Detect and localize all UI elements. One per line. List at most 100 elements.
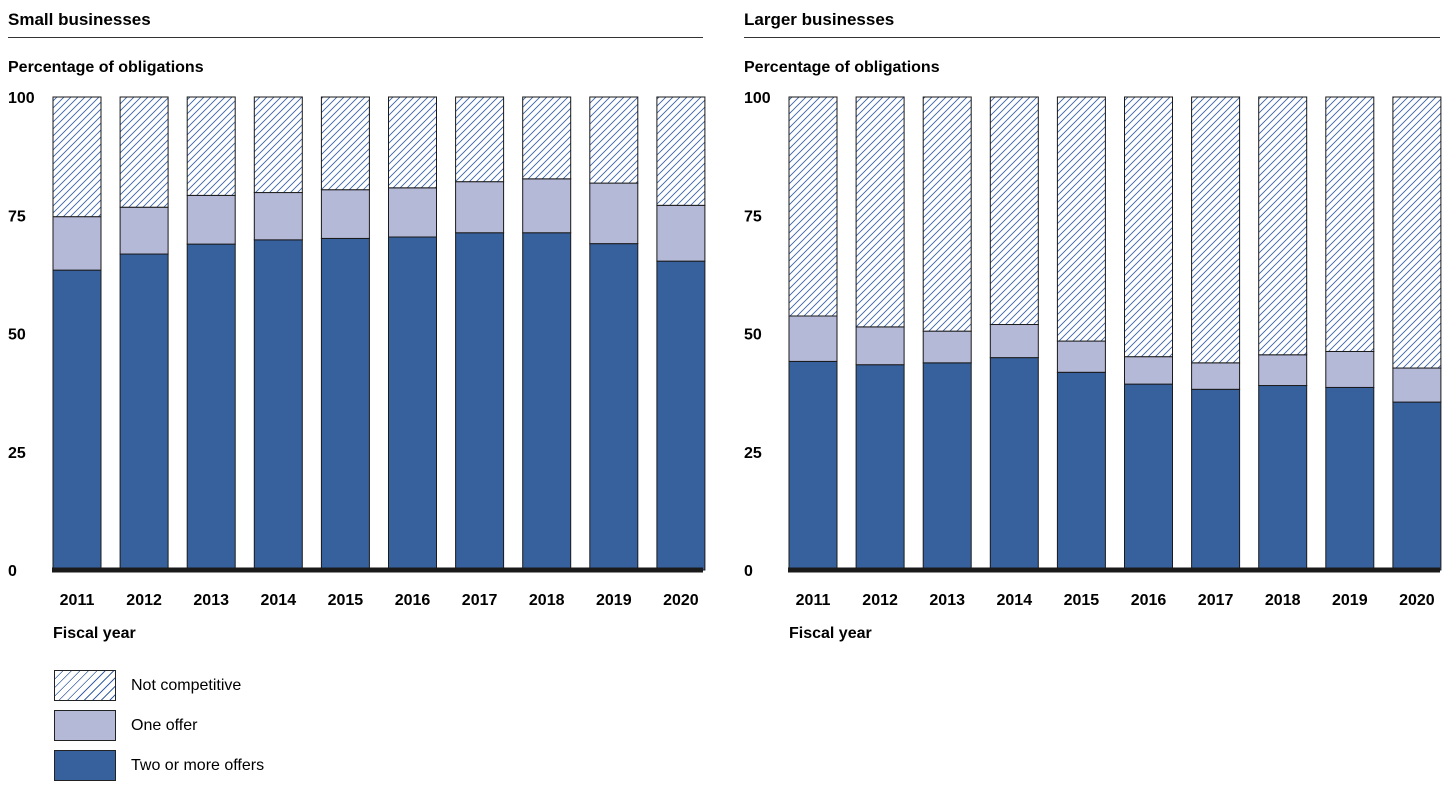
chart2-bar-two-or-more-2012 [855,364,905,571]
chart2-bar-two-or-more-2014 [989,357,1039,571]
chart2-bar-one-offer-2014 [989,324,1039,359]
chart1-bar-two-or-more-2015 [320,237,370,571]
chart1-bar-not-competitive-2013 [186,96,236,196]
chart1-ytick-label: 25 [8,445,26,462]
chart1-bar-two-or-more-2018 [522,232,572,571]
chart1-bar-two-or-more-2019 [589,243,639,571]
chart1-ylabel: Percentage of obligations [8,59,204,76]
chart1-bar-not-competitive-2012 [119,96,169,208]
chart2-bar-one-offer-2020 [1392,367,1442,403]
chart2-xlabel: Fiscal year [789,625,872,642]
chart1-bar-one-offer-2020 [656,204,706,262]
chart1-xtick-label: 2020 [663,592,699,609]
chart2-xtick-label: 2013 [929,592,965,609]
chart2-ytick-label: 0 [744,563,753,580]
chart2-bar-one-offer-2011 [788,315,838,362]
chart1-bar-not-competitive-2018 [522,96,572,180]
chart2-title: Larger businesses [744,10,894,29]
chart1-xtick-label: 2019 [596,592,632,609]
legend: Not competitive One offer Two or more of… [54,670,314,790]
chart2-bar-not-competitive-2011 [788,96,838,317]
chart1-xtick-label: 2013 [193,592,229,609]
chart1-bar-one-offer-2015 [320,189,370,239]
chart2-ytick-label: 75 [744,208,762,225]
chart1-bar-two-or-more-2016 [388,236,437,571]
chart2-bar-two-or-more-2020 [1392,401,1442,571]
chart1-xtick-label: 2012 [126,592,162,609]
chart1-bar-two-or-more-2017 [455,232,505,571]
legend-swatch-one-offer [54,710,116,741]
chart1-bar-not-competitive-2019 [589,96,639,184]
chart1-xlabel: Fiscal year [53,625,136,642]
chart2-bar-two-or-more-2019 [1325,386,1375,571]
chart1-xtick-label: 2018 [529,592,565,609]
chart1-ytick-label: 100 [8,90,35,107]
chart2-bar-two-or-more-2016 [1124,383,1173,571]
charts-canvas: Small businesses Percentage of obligation… [8,10,1442,642]
legend-item-one-offer: One offer [54,710,314,743]
chart2-bar-not-competitive-2015 [1056,96,1106,342]
legend-label-one-offer: One offer [131,717,198,734]
chart2-xtick-label: 2012 [862,592,898,609]
chart1-ytick-label: 0 [8,563,17,580]
chart2-bar-two-or-more-2013 [922,362,972,571]
chart1-bar-two-or-more-2013 [186,243,236,571]
chart2-bar-one-offer-2019 [1325,350,1375,388]
chart1-bar-one-offer-2012 [119,206,169,255]
chart2-xtick-label: 2016 [1131,592,1167,609]
chart2-ylabel: Percentage of obligations [744,59,940,76]
chart2-bar-one-offer-2017 [1191,362,1241,390]
chart1-bar-one-offer-2014 [253,192,303,241]
chart1-bar-two-or-more-2011 [52,269,102,571]
chart1-xtick-label: 2015 [328,592,364,609]
chart2-bar-one-offer-2012 [855,326,905,366]
chart2-xtick-label: 2019 [1332,592,1368,609]
chart1-bar-two-or-more-2020 [656,260,706,571]
chart2-bar-not-competitive-2014 [989,96,1039,326]
chart1-bar-not-competitive-2014 [253,96,303,194]
chart1-bar-not-competitive-2016 [388,96,437,189]
chart2-ytick-label: 100 [744,90,771,107]
chart1-title: Small businesses [8,10,151,29]
chart2-bar-not-competitive-2016 [1124,96,1173,358]
chart2-bar-not-competitive-2017 [1191,96,1241,364]
chart1-bar-one-offer-2011 [52,216,102,271]
chart2-xtick-label: 2020 [1399,592,1435,609]
chart2-bar-two-or-more-2018 [1258,385,1308,571]
chart1-xtick-label: 2014 [261,592,297,609]
chart1-bar-one-offer-2017 [455,181,505,234]
chart2-xtick-label: 2015 [1064,592,1100,609]
legend-swatch-not-competitive [54,670,116,701]
chart2-bar-one-offer-2016 [1124,356,1173,385]
chart2-bar-two-or-more-2011 [788,360,838,571]
chart1-ytick-label: 50 [8,327,26,344]
chart2-bar-not-competitive-2020 [1392,96,1442,369]
chart2-bar-not-competitive-2019 [1325,96,1375,352]
legend-label-two-or-more: Two or more offers [131,757,265,774]
chart1-xtick-label: 2011 [60,592,95,609]
chart2-xtick-label: 2017 [1198,592,1234,609]
chart2-ytick-label: 50 [744,327,762,344]
chart2-bar-not-competitive-2013 [922,96,972,332]
chart2-xtick-label: 2011 [796,592,831,609]
chart1-bar-one-offer-2013 [186,194,236,245]
chart1-bar-two-or-more-2014 [253,239,303,571]
chart2-bar-one-offer-2018 [1258,354,1308,387]
legend-item-two-or-more: Two or more offers [54,750,314,783]
chart1-bar-not-competitive-2017 [455,96,505,183]
chart2-xtick-label: 2018 [1265,592,1301,609]
chart1-bar-one-offer-2016 [388,187,437,238]
legend-label-not-competitive: Not competitive [131,677,242,694]
chart1-ytick-label: 75 [8,208,26,225]
chart1-xtick-label: 2017 [462,592,498,609]
chart1-bar-not-competitive-2011 [52,96,102,218]
chart2-ytick-label: 25 [744,445,762,462]
legend-item-not-competitive: Not competitive [54,670,314,703]
chart1-bar-one-offer-2018 [522,178,572,234]
chart1-bar-one-offer-2019 [589,182,639,245]
chart2-bar-one-offer-2013 [922,330,972,364]
chart1-bar-two-or-more-2012 [119,253,169,571]
chart2-bar-one-offer-2015 [1056,340,1106,373]
chart2-bar-not-competitive-2018 [1258,96,1308,356]
chart1-bar-not-competitive-2015 [320,96,370,191]
